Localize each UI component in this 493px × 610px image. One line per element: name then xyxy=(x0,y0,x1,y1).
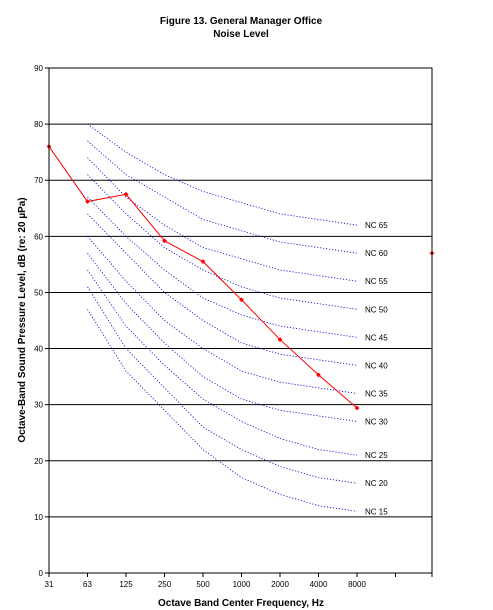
nc-curve-nc-35 xyxy=(87,236,358,394)
y-tick-label: 40 xyxy=(34,345,43,354)
x-tick-labels: 31 63 125 250 500 1000 2000 4000 8000 xyxy=(45,573,433,589)
chart-title: Figure 13. General Manager Office xyxy=(160,16,323,27)
measured-point xyxy=(123,191,129,197)
chart-subtitle: Noise Level xyxy=(213,29,269,40)
nc-curve-nc-25 xyxy=(87,269,358,456)
measured-point xyxy=(200,259,206,264)
x-tick-label: 250 xyxy=(158,580,172,589)
x-tick-label: 1000 xyxy=(233,580,251,589)
nc-curve-label: NC 35 xyxy=(365,389,388,398)
nc-curve-label: NC 30 xyxy=(365,418,388,427)
grid-lines xyxy=(49,123,432,518)
nc-curve-nc-65 xyxy=(87,123,358,226)
y-tick-label: 50 xyxy=(34,288,43,297)
nc-curve-label: NC 20 xyxy=(365,479,388,488)
nc-curve-label: NC 55 xyxy=(365,277,388,286)
measured-line xyxy=(48,146,358,409)
y-tick-label: 10 xyxy=(34,513,43,522)
y-tick-label: 30 xyxy=(34,401,43,410)
nc-curve-nc-20 xyxy=(87,286,358,484)
plot-area-frame xyxy=(48,67,433,574)
nc-curve-label: NC 25 xyxy=(365,451,388,460)
x-tick-label: 2000 xyxy=(271,580,289,589)
y-tick-label: 80 xyxy=(34,120,43,129)
nc-curve-label: NC 15 xyxy=(365,507,388,516)
measured-point xyxy=(239,297,244,303)
nc-curve-nc-15 xyxy=(87,309,358,512)
x-tick-label: 8000 xyxy=(348,580,366,589)
x-tick-label: 31 xyxy=(45,580,54,589)
nc-curve-nc-45 xyxy=(87,196,358,338)
nc-curve-nc-50 xyxy=(87,174,358,310)
nc-curve-label: NC 45 xyxy=(365,333,388,342)
measured-point xyxy=(316,372,321,378)
x-tick-label: 4000 xyxy=(310,580,328,589)
measured-point xyxy=(277,337,283,342)
nc-curve-nc-30 xyxy=(87,252,358,422)
y-axis-label: Octave-Band Sound Pressure Level, dB (re… xyxy=(17,197,28,442)
y-tick-labels: 0 10 20 30 40 50 60 70 80 90 xyxy=(34,64,49,578)
nc-curve-nc-55 xyxy=(87,157,358,282)
nc-curve-label: NC 60 xyxy=(365,249,388,258)
nc-curve-label: NC 40 xyxy=(365,361,388,370)
nc-curve-nc-60 xyxy=(87,140,358,254)
y-tick-label: 60 xyxy=(34,232,43,241)
nc-curve-label: NC 65 xyxy=(365,221,388,230)
y-tick-label: 90 xyxy=(34,64,43,73)
x-tick-label: 500 xyxy=(196,580,210,589)
nc-curves: NC 65 NC 60 NC 55 NC 50 NC 45 NC 40 NC 35 NC 30… xyxy=(87,123,388,516)
y-tick-label: 70 xyxy=(34,176,43,185)
nc-curve-label: NC 50 xyxy=(365,305,388,314)
y-tick-label: 20 xyxy=(34,457,43,466)
measured-point xyxy=(85,199,90,204)
measured-point xyxy=(162,238,167,244)
nc-curve-nc-40 xyxy=(87,213,358,366)
x-tick-label: 63 xyxy=(83,580,92,589)
x-tick-label: 125 xyxy=(119,580,133,589)
measured-series xyxy=(46,144,435,411)
y-tick-label: 0 xyxy=(39,569,44,578)
x-axis-label: Octave Band Center Frequency, Hz xyxy=(158,598,324,609)
measured-point xyxy=(354,405,360,411)
